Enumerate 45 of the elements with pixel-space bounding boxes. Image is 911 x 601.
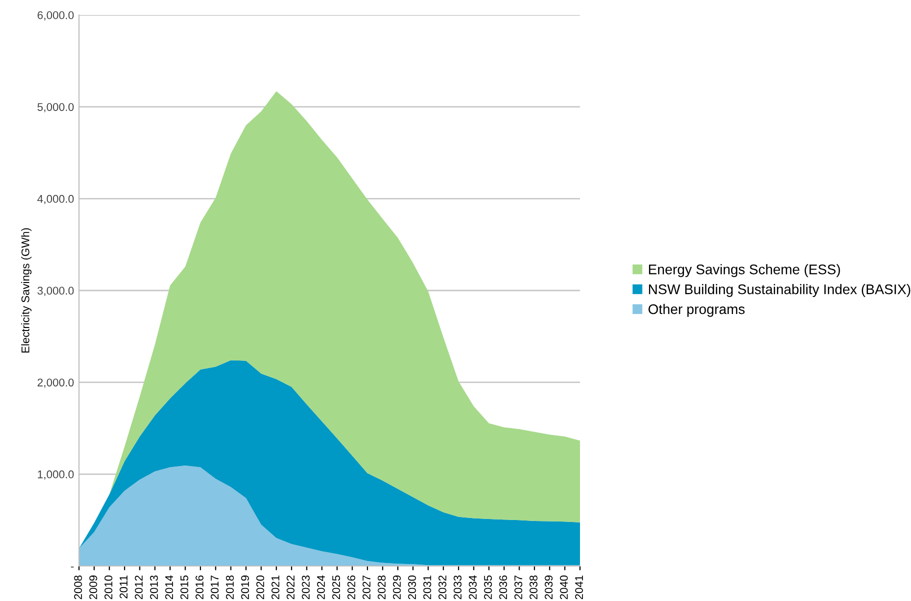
x-tick-label: 2040: [560, 575, 568, 600]
x-tick-label: 2011: [120, 576, 128, 598]
x-tick-label: 2019: [241, 576, 249, 600]
x-tick-label: 2036: [499, 576, 508, 600]
x-tick-label: 2022: [286, 576, 295, 600]
x-tick-label: 2038: [530, 576, 538, 600]
x-tick-label: 2008: [74, 576, 82, 600]
x-tick-label: 2026: [347, 576, 356, 600]
y-tick-label: 3,000.0: [37, 286, 74, 296]
y-tick-label: 6,000.0: [38, 11, 74, 20]
x-tick-label: 2013: [150, 576, 158, 600]
x-tick-label: 2035: [484, 575, 492, 600]
x-tick-label: 2009: [89, 576, 98, 600]
x-tick-label: 2018: [226, 576, 234, 600]
y-tick-label: 5,000.0: [38, 103, 74, 112]
legend-label: Energy Savings Scheme (ESS): [648, 264, 840, 278]
x-tick-label: 2029: [392, 576, 401, 600]
x-tick-label: 2015: [180, 575, 188, 600]
x-tick-label: 2025: [332, 575, 340, 600]
y-tick-label: 2,000.0: [38, 378, 74, 388]
x-tick-label: 2010: [104, 575, 112, 600]
legend-label: Other programs: [648, 304, 745, 317]
x-tick-label: 2031: [423, 576, 432, 600]
x-tick-label: 2030: [408, 575, 416, 600]
x-tick-label: 2020: [256, 575, 264, 600]
x-tick-label: 2034: [468, 575, 477, 600]
x-tick-label: 2028: [378, 576, 386, 600]
x-tick-label: 2032: [438, 576, 446, 600]
x-tick-label: 2017: [210, 576, 219, 600]
x-tick-label: 2023: [302, 576, 310, 600]
x-tick-label: 2041: [575, 576, 583, 600]
x-tick-label: 2014: [165, 575, 174, 600]
y-axis-title: Electricity Savings (GWh): [21, 228, 32, 353]
x-tick-label: 2033: [454, 576, 462, 600]
y-tick-label: 4,000.0: [37, 194, 74, 204]
x-tick-label: 2027: [362, 576, 370, 600]
x-tick-label: 2039: [544, 576, 553, 600]
x-tick-label: 2016: [196, 576, 204, 600]
y-tick-label: 1,000.0: [38, 470, 74, 480]
y-tick-label: -: [70, 566, 74, 568]
x-tick-label: 2037: [514, 576, 522, 600]
x-tick-label: 2021: [271, 576, 280, 600]
legend-label: NSW Building Sustainability Index (BASIX): [648, 284, 910, 297]
x-tick-label: 2012: [134, 576, 143, 600]
x-tick-label: 2024: [317, 575, 325, 600]
